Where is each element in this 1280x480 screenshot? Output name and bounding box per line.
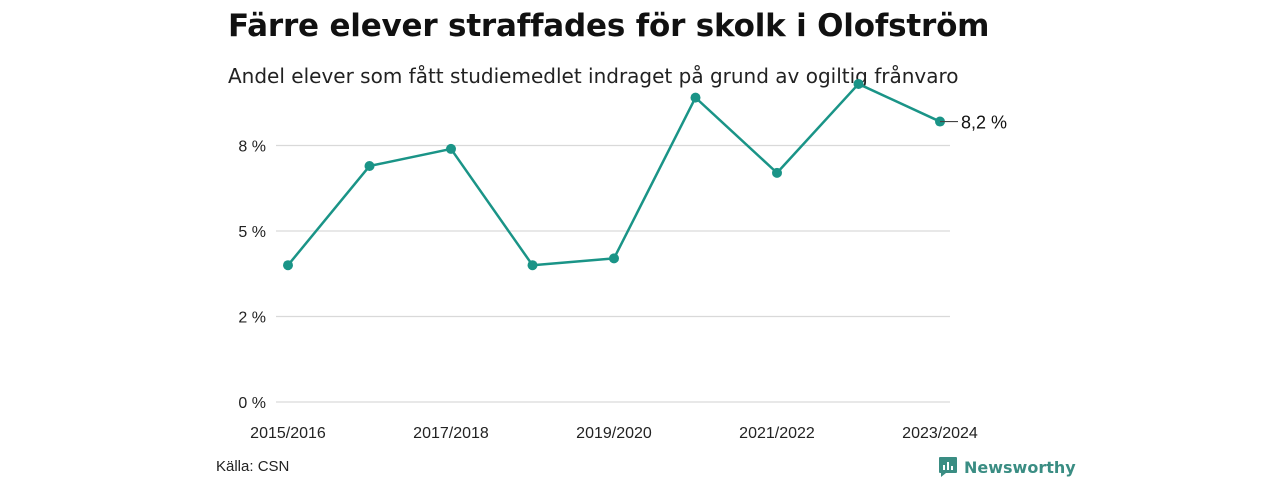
- end-value-label: 8,2 %: [961, 113, 1007, 133]
- data-point: [609, 253, 619, 264]
- x-axis: 2015/2016 2017/2018 2019/2020 2021/2022 2023…: [250, 425, 978, 442]
- y-axis: 0 % 2 % 5 % 8 %: [238, 139, 266, 413]
- data-point: [364, 161, 375, 172]
- end-label-group: 8,2 %: [940, 113, 1007, 133]
- series-line: [287, 82, 941, 267]
- series-points: [283, 78, 945, 271]
- x-tick-label: 2015/2016: [250, 425, 326, 442]
- newsworthy-icon: [939, 457, 957, 477]
- y-tick-label: 8 %: [238, 139, 266, 156]
- y-tick-label: 2 %: [238, 310, 266, 327]
- data-point: [690, 92, 701, 103]
- chart-subtitle: Andel elever som fått studiemedlet indra…: [228, 64, 959, 88]
- data-point: [527, 260, 538, 271]
- y-tick-label: 0 %: [238, 395, 266, 412]
- gridlines: [276, 144, 950, 403]
- series-line-path: [287, 82, 941, 267]
- y-tick-label: 5 %: [238, 224, 266, 241]
- chart-title: Färre elever straffades för skolk i Olof…: [228, 8, 990, 44]
- x-tick-label: 2019/2020: [576, 425, 652, 442]
- data-point: [446, 143, 456, 154]
- brand-logo: Newsworthy: [938, 456, 1076, 478]
- data-point: [772, 167, 782, 178]
- source-note: Källa: CSN: [216, 458, 290, 475]
- x-tick-label: 2023/2024: [902, 425, 978, 442]
- x-tick-label: 2017/2018: [413, 425, 489, 442]
- data-point: [853, 78, 864, 89]
- x-tick-label: 2021/2022: [739, 425, 815, 442]
- brand-name: Newsworthy: [964, 457, 1076, 477]
- data-point: [283, 260, 293, 271]
